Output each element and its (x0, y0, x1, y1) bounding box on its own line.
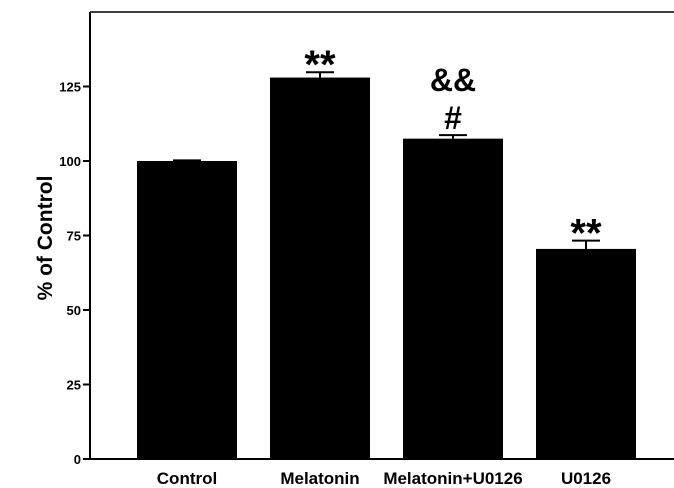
y-tick-label: 75 (67, 229, 81, 244)
y-tick-label: 0 (74, 452, 81, 467)
x-category-label: Control (157, 469, 217, 488)
y-ticks-group: 0 25 50 75 100 125 (59, 80, 90, 467)
y-axis-label: % of Control (34, 176, 57, 301)
significance-mark: ** (304, 43, 336, 87)
significance-mark: && (430, 62, 476, 98)
x-category-label: Melatonin (280, 469, 359, 488)
bar (536, 248, 636, 459)
x-category-label: Melatonin+U0126 (383, 469, 522, 488)
y-tick-label: 25 (67, 378, 81, 393)
significance-mark: ** (570, 212, 602, 256)
y-tick-label: 125 (59, 80, 81, 95)
bar (137, 161, 237, 459)
bar (270, 77, 370, 459)
x-labels-group: Control Melatonin Melatonin+U0126 U0126 (157, 469, 611, 488)
x-category-label: U0126 (561, 469, 611, 488)
bars-group (137, 71, 636, 459)
annotations-group: ** &&# ** (304, 43, 602, 255)
significance-mark: # (444, 100, 462, 136)
y-tick-label: 100 (59, 154, 81, 169)
y-tick-label: 50 (67, 303, 81, 318)
bar (403, 138, 503, 459)
